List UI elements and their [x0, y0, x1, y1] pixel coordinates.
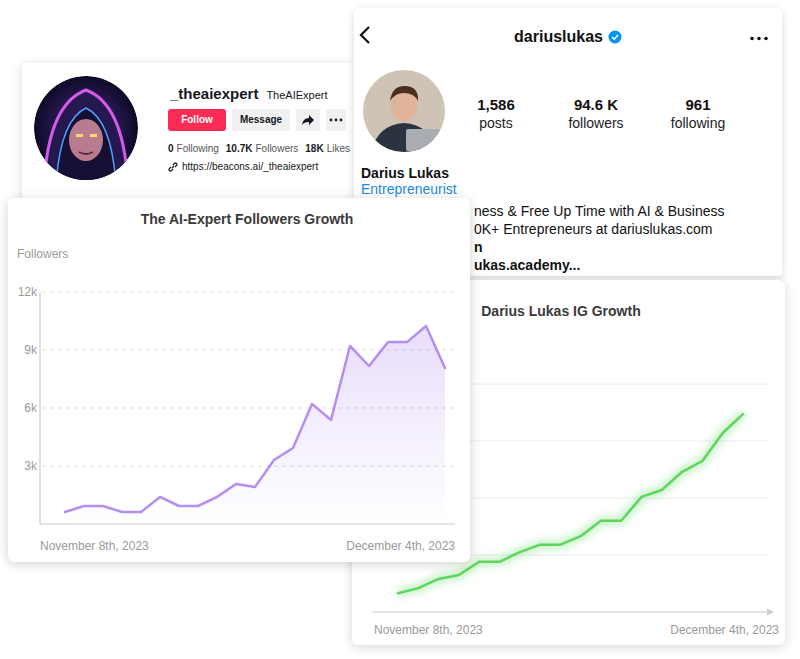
- display-name: TheAIExpert: [266, 89, 327, 101]
- hood: [44, 90, 128, 180]
- chart: The AI-Expert Followers Growth Followers 3…: [8, 198, 470, 562]
- tiktok-card: _theaiexpertTheAIExpertFollowMessage0Fol…: [22, 63, 354, 203]
- share-icon: [301, 113, 315, 127]
- dot: [750, 37, 754, 41]
- link-row: https://beacons.ai/_theaiexpert: [168, 161, 318, 172]
- y-axis: [39, 292, 40, 524]
- avatar-art: [34, 76, 138, 180]
- header: dariuslukas: [354, 28, 782, 46]
- area-fill: [65, 326, 445, 524]
- more-button[interactable]: [326, 109, 346, 131]
- username: _theaiexpert: [170, 85, 258, 102]
- chart-body: The AI-Expert Followers Growth Followers 3…: [17, 211, 455, 553]
- name-row: _theaiexpert TheAIExpert: [170, 85, 328, 102]
- verified-badge: [608, 30, 622, 44]
- stat: 94.6 K followers: [546, 96, 646, 131]
- bio-line: 0K+ Entrepreneurs at dariuslukas.com: [474, 221, 713, 238]
- stat-label: Followers: [256, 143, 299, 154]
- badge-check: [612, 35, 618, 39]
- link-glyph: [169, 163, 177, 171]
- stat-value: 1,586: [446, 96, 546, 113]
- line: [65, 326, 445, 512]
- button[interactable]: Message: [232, 109, 290, 131]
- stat: 961 following: [648, 96, 748, 131]
- stat-row: 0Following 10.7KFollowers 18K Likes: [168, 143, 350, 154]
- face: [69, 119, 103, 161]
- button[interactable]: Follow: [168, 109, 226, 131]
- axis-title: Followers: [17, 247, 68, 261]
- chart-title: The AI-Expert Followers Growth: [141, 211, 354, 227]
- tick-label: 9k: [24, 343, 38, 357]
- chart-title: Darius Lukas IG Growth: [481, 303, 640, 319]
- stat: 1,586 posts: [446, 96, 546, 131]
- bio-line: ukas.academy...: [474, 257, 580, 274]
- x-axis: [372, 611, 768, 612]
- full-name: Darius Lukas: [361, 165, 449, 181]
- avatar-art: [362, 69, 446, 153]
- more-icon: [329, 118, 343, 122]
- share-arrow: [302, 115, 314, 125]
- stat: 18K Likes: [305, 143, 350, 154]
- dot: [330, 119, 333, 122]
- stat-value: 18K: [305, 143, 323, 154]
- stat-label: following: [648, 115, 748, 131]
- back-icon: [358, 24, 372, 46]
- username: dariuslukas: [514, 28, 603, 46]
- stat-label: Following: [177, 143, 219, 154]
- stat-value: 0: [168, 143, 174, 154]
- eye: [76, 134, 83, 137]
- bio-line: n: [474, 239, 483, 256]
- bio-line: ness & Free Up Time with AI & Business: [474, 203, 725, 220]
- stat-value: 961: [648, 96, 748, 113]
- stat: 0Following: [168, 143, 219, 154]
- mouth: [79, 152, 93, 154]
- tick-label: 6k: [24, 401, 38, 415]
- tick-label: 3k: [24, 459, 38, 473]
- axis-arrow: [767, 609, 774, 616]
- hair: [390, 86, 418, 101]
- eye: [90, 134, 97, 137]
- stat-value: 10.7K: [226, 143, 253, 154]
- more-icon: [750, 36, 768, 41]
- category: Entrepreneurist: [361, 181, 457, 197]
- share-button[interactable]: [296, 109, 320, 131]
- chevron: [361, 27, 369, 43]
- tick-label: November 8th, 2023: [374, 623, 483, 637]
- stat-label: posts: [446, 115, 546, 131]
- chart-panel: The AI-Expert Followers Growth Followers 3…: [8, 198, 470, 562]
- link[interactable]: https://beacons.ai/_theaiexpert: [182, 161, 318, 172]
- laptop: [406, 129, 440, 151]
- tick-label: December 4th, 2023: [346, 539, 455, 553]
- hood-inner: [56, 108, 116, 180]
- tick-label: November 8th, 2023: [40, 539, 149, 553]
- stat-value: 94.6 K: [546, 96, 646, 113]
- dot: [340, 119, 343, 122]
- stat: 10.7KFollowers: [226, 143, 298, 154]
- tick-label: December 4th, 2023: [670, 623, 779, 637]
- grid-line: [42, 292, 455, 293]
- button-row: Follow Message: [168, 109, 346, 131]
- marks: [65, 326, 445, 524]
- avatar: [362, 69, 446, 153]
- dot: [764, 37, 768, 41]
- dot: [757, 37, 761, 41]
- avatar: [34, 76, 138, 180]
- dot: [335, 119, 338, 122]
- badge-circle: [608, 31, 621, 44]
- stat-label: Likes: [327, 143, 350, 154]
- link-icon: [168, 162, 178, 172]
- tick-label: 12k: [18, 285, 38, 299]
- stat-label: followers: [546, 115, 646, 131]
